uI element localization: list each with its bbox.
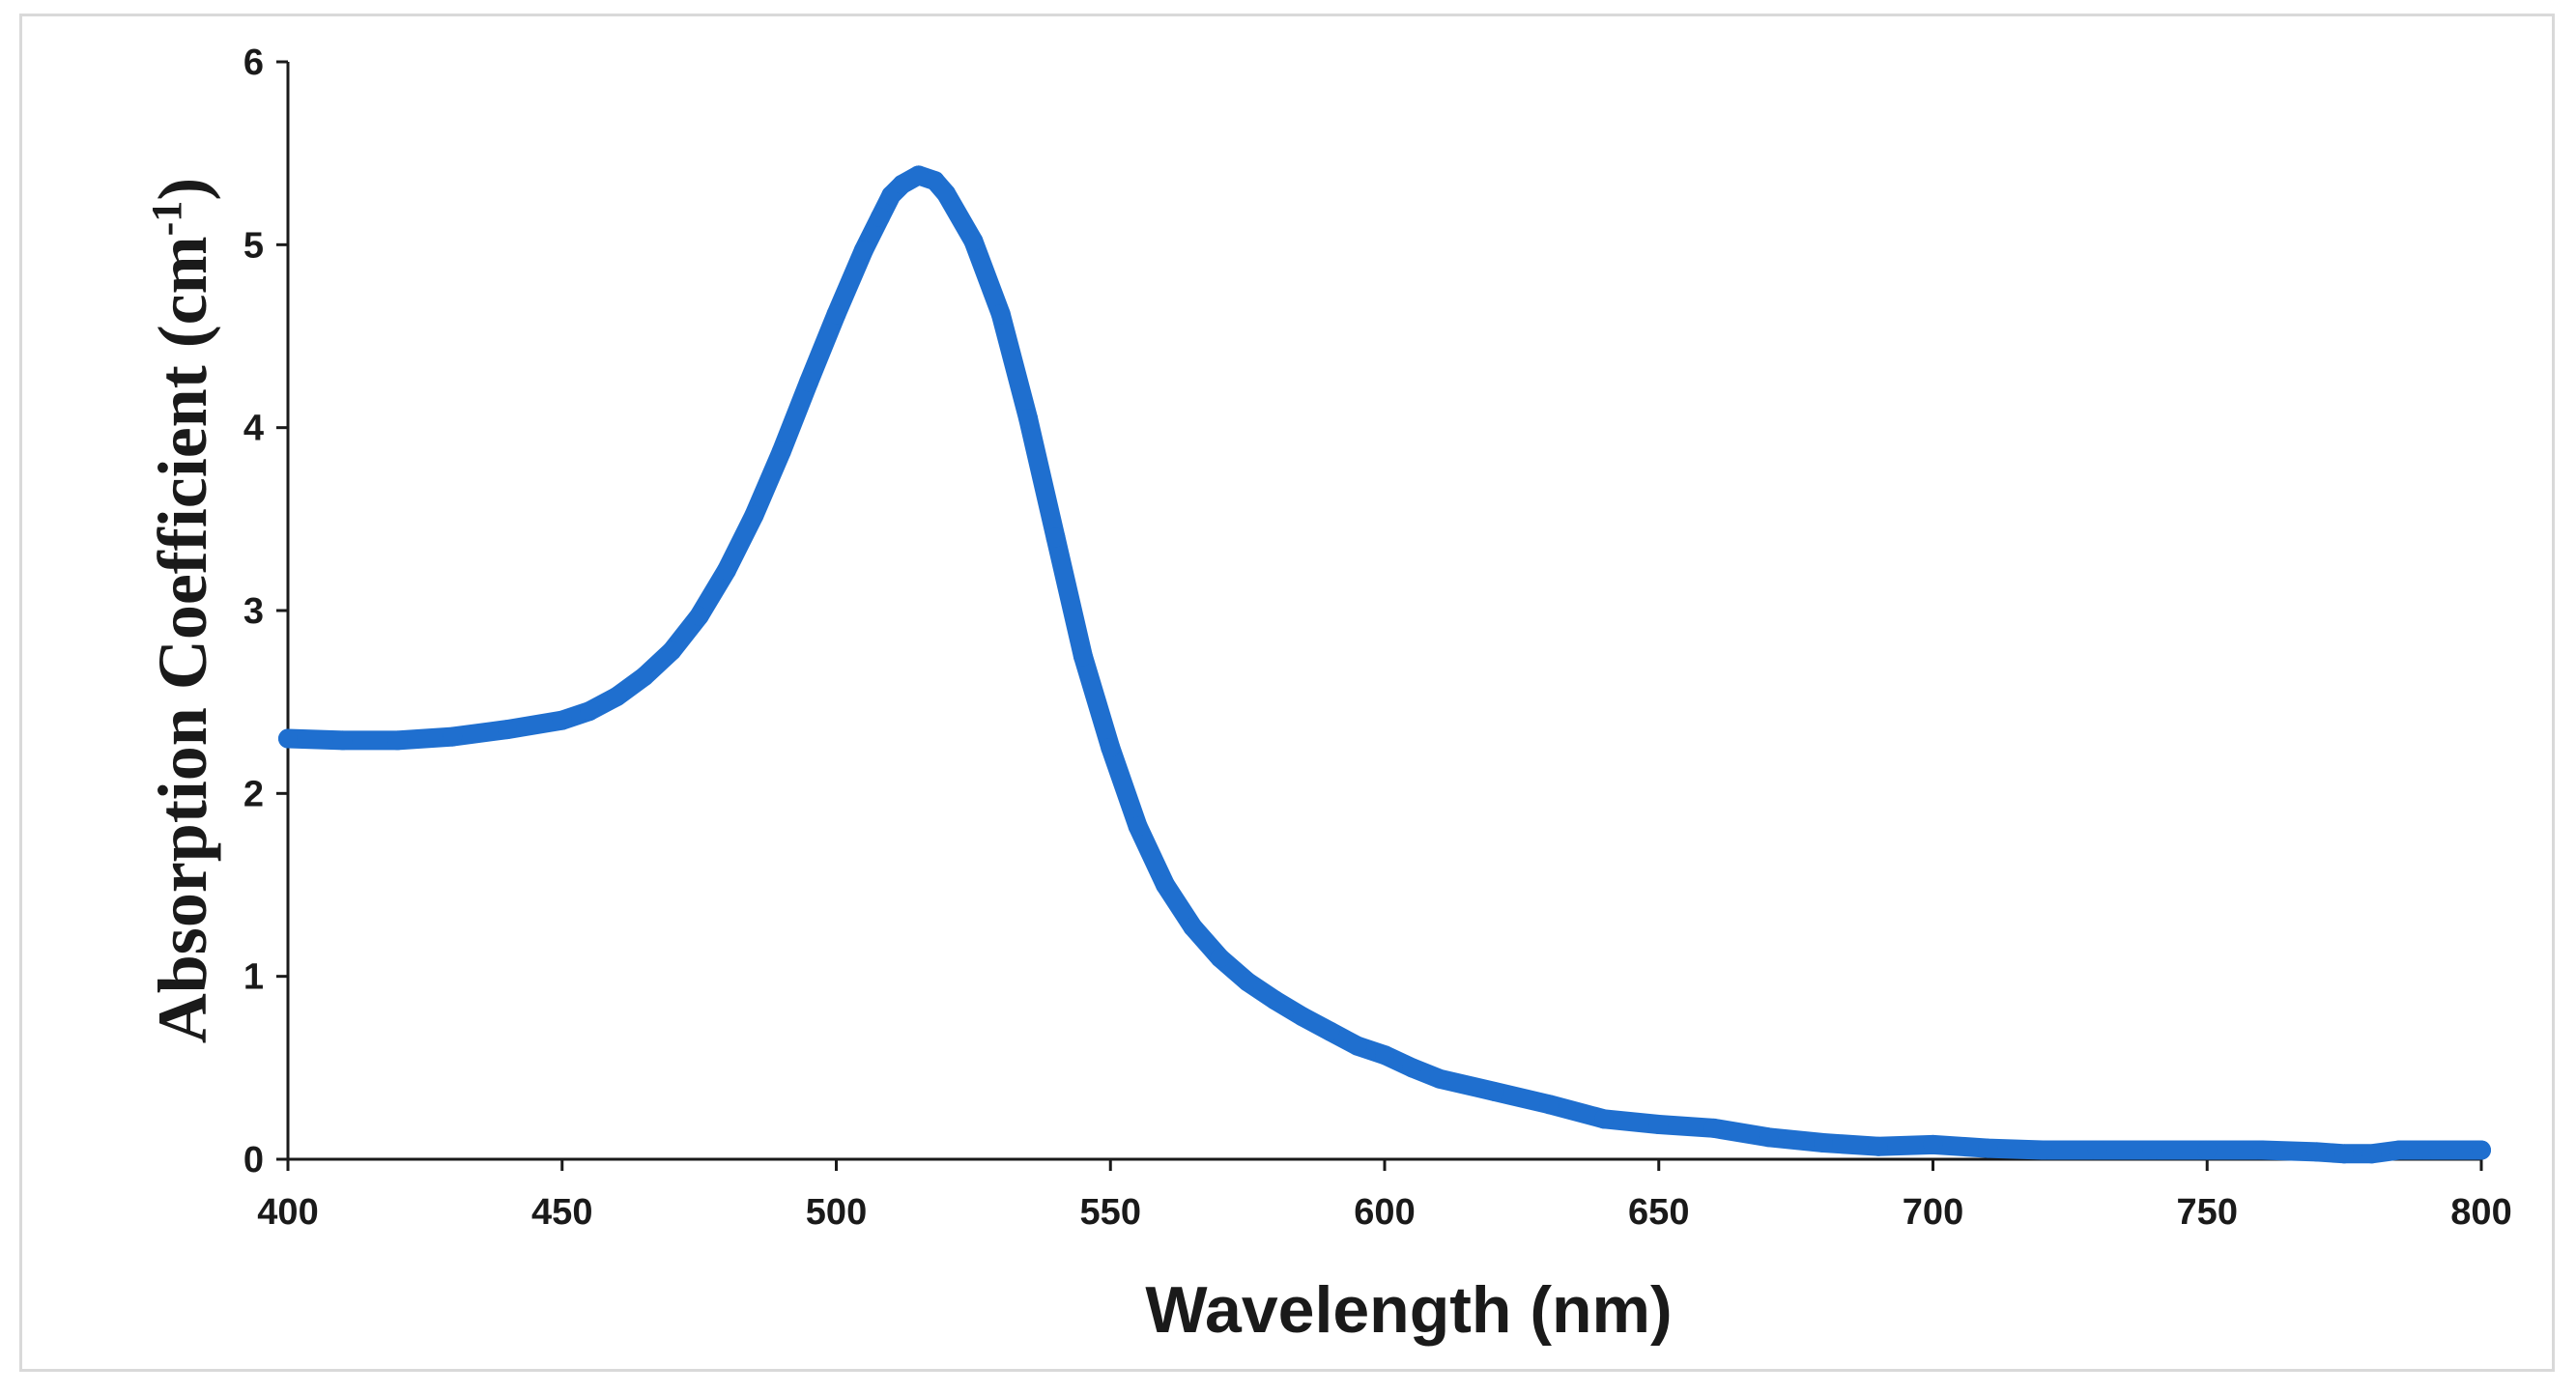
data-point — [936, 184, 956, 204]
data-point — [278, 728, 298, 749]
x-tick-label: 600 — [1354, 1192, 1415, 1233]
data-point — [717, 560, 736, 581]
data-point — [826, 304, 846, 325]
x-tick-label: 400 — [257, 1192, 318, 1233]
data-point — [1018, 409, 1039, 429]
y-tick-label: 5 — [243, 225, 264, 266]
x-tick-label: 500 — [806, 1192, 867, 1233]
data-point — [870, 207, 890, 227]
data-point — [771, 441, 791, 462]
data-point — [1045, 527, 1066, 548]
data-point — [1868, 1136, 1888, 1156]
data-point — [1101, 738, 1121, 757]
chart-frame: 0 1 2 3 4 5 6 400 450 500 550 600 650 700 750 800 Wave… — [19, 14, 2555, 1372]
y-axis-title: Absorption Coefficient (cm-1) — [143, 178, 221, 1043]
data-point — [1128, 816, 1148, 837]
x-tick-label: 450 — [531, 1192, 592, 1233]
data-point — [2033, 1140, 2052, 1160]
series-layer — [278, 165, 2491, 1164]
data-point — [2306, 1142, 2327, 1162]
data-point — [2389, 1140, 2409, 1160]
data-point — [2334, 1144, 2355, 1164]
data-point — [689, 606, 709, 626]
data-point — [332, 730, 353, 751]
data-point — [1703, 1118, 1724, 1138]
data-point — [1402, 1058, 1422, 1078]
data-point — [853, 241, 873, 261]
x-tick-label: 750 — [2177, 1192, 2238, 1233]
data-point — [2361, 1144, 2382, 1164]
data-point — [1238, 972, 1258, 992]
y-tick-label: 6 — [243, 43, 264, 83]
data-point — [892, 174, 912, 194]
y-ticks: 0 1 2 3 4 5 6 — [243, 43, 288, 1181]
data-point — [443, 726, 463, 747]
data-point — [1292, 1007, 1312, 1027]
y-tick-label: 0 — [243, 1140, 264, 1181]
data-point — [1978, 1138, 1998, 1158]
data-point — [1265, 990, 1285, 1010]
y-axis-title-suffix: ) — [144, 178, 221, 201]
x-tick-label: 800 — [2450, 1192, 2511, 1233]
y-axis-title-superscript: -1 — [143, 201, 190, 237]
data-point — [799, 372, 819, 392]
data-point — [2252, 1140, 2272, 1160]
data-point — [1210, 948, 1230, 968]
data-point — [1347, 1036, 1367, 1056]
y-tick-label: 1 — [243, 957, 264, 998]
data-point — [634, 667, 654, 687]
y-axis-title-main: Absorption Coefficient (cm — [144, 236, 221, 1043]
x-tick-label: 650 — [1628, 1192, 1689, 1233]
data-point — [925, 171, 945, 191]
data-point — [2417, 1140, 2437, 1160]
data-point — [662, 640, 682, 661]
data-point — [2472, 1140, 2491, 1160]
data-point — [2197, 1140, 2218, 1160]
data-point — [990, 304, 1011, 325]
data-point — [552, 710, 572, 730]
data-point — [2087, 1140, 2107, 1160]
data-point — [1759, 1127, 1779, 1148]
data-point — [1375, 1045, 1394, 1066]
data-point — [1320, 1021, 1340, 1041]
data-point — [607, 686, 627, 706]
data-point — [1429, 1068, 1449, 1089]
series-line — [278, 165, 2491, 1164]
data-point — [1923, 1134, 1943, 1154]
data-point — [1539, 1095, 1560, 1115]
x-ticks: 400 450 500 550 600 650 700 750 800 — [257, 1159, 2512, 1233]
data-point — [1156, 875, 1175, 895]
data-point — [1648, 1115, 1669, 1135]
data-point — [387, 730, 408, 751]
data-point — [1073, 646, 1093, 667]
axes — [286, 62, 2481, 1161]
x-axis-title: Wavelength (nm) — [1145, 1273, 1672, 1347]
data-point — [498, 720, 517, 740]
data-point — [2142, 1140, 2162, 1160]
data-point — [963, 231, 984, 251]
x-tick-label: 700 — [1903, 1192, 1963, 1233]
data-point — [1484, 1081, 1504, 1101]
chart: 0 1 2 3 4 5 6 400 450 500 550 600 650 700 750 800 Wave… — [143, 43, 2512, 1347]
data-point — [908, 165, 929, 185]
data-point — [744, 505, 764, 526]
data-point — [1183, 917, 1203, 937]
data-point — [1594, 1109, 1614, 1129]
data-point — [1814, 1132, 1833, 1152]
data-point — [580, 701, 600, 722]
y-tick-label: 2 — [243, 774, 264, 814]
y-tick-label: 4 — [243, 409, 264, 449]
x-tick-label: 550 — [1080, 1192, 1141, 1233]
y-tick-label: 3 — [243, 591, 264, 632]
